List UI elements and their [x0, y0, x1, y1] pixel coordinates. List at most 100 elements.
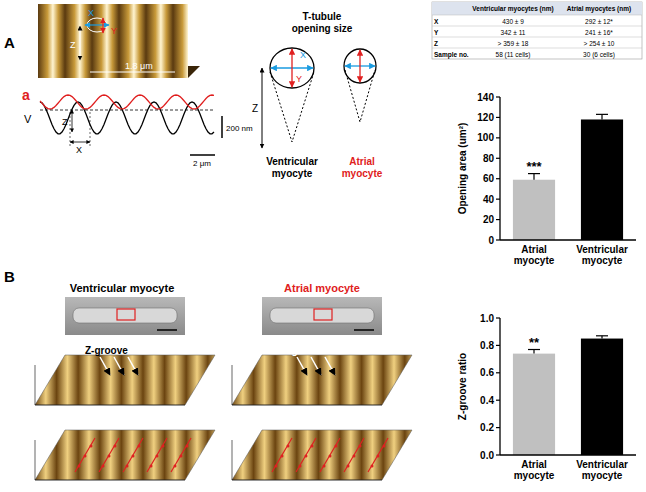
table-header: Atrial myocytes (nm) — [567, 5, 631, 13]
scale-bar-v — [221, 116, 223, 138]
error-stem — [601, 114, 602, 119]
tick-label: 0.0 — [480, 450, 494, 461]
scan-region — [314, 309, 332, 320]
groove-arrow — [311, 357, 321, 375]
x-axis — [500, 454, 636, 455]
label-line: myocyte — [582, 255, 623, 266]
groove-dot — [305, 455, 308, 458]
groove-dot — [132, 455, 135, 458]
groove-dot — [102, 465, 105, 468]
groove-arrow — [114, 357, 124, 375]
tick — [496, 345, 500, 346]
label-line: Ventricular — [266, 156, 318, 167]
afm-axis — [232, 480, 382, 481]
table-rule — [432, 48, 642, 49]
axis-title: Opening area (um²) — [457, 123, 468, 215]
label: Z-groove — [282, 345, 325, 356]
groove-line — [123, 438, 143, 472]
table-cell: > 254 ± 10 — [584, 40, 615, 47]
axis-title: Z-groove ratio — [457, 353, 468, 420]
diagram-title: T-tubuleopening size — [292, 11, 353, 34]
tick-label: 20 — [483, 214, 495, 225]
y-arrow — [291, 49, 292, 87]
label-line: myocyte — [514, 470, 555, 481]
groove-dot — [347, 465, 350, 468]
category-label: Ventricularmyocyte — [576, 244, 628, 266]
label: Ventricularmyocyte — [266, 156, 318, 179]
label-line: Ventricular — [576, 244, 628, 255]
groove-line — [272, 438, 292, 472]
tick-label: 40 — [483, 194, 495, 205]
bar — [581, 339, 623, 455]
groove-dot — [377, 455, 380, 458]
error-bar — [596, 114, 608, 119]
cell-shape — [270, 308, 374, 323]
plot-area — [513, 114, 623, 240]
width-arrow — [90, 72, 175, 73]
groove-line — [296, 438, 316, 472]
table-rule — [432, 15, 642, 16]
error-cap — [596, 114, 608, 115]
tick — [496, 137, 500, 138]
afm-3d-image — [232, 355, 412, 405]
groove-arrow — [325, 357, 335, 375]
label-line: T-tubule — [303, 11, 342, 22]
error-cap — [596, 335, 608, 336]
groove-dot — [108, 455, 111, 458]
tick — [496, 96, 500, 97]
label-line: myocyte — [582, 470, 623, 481]
groove-dot — [78, 465, 81, 468]
tick-label: 100 — [477, 132, 494, 143]
groove-dot — [383, 445, 386, 448]
category-label: Ventricularmyocyte — [576, 459, 628, 481]
afm-axis — [35, 365, 36, 405]
scale-bar — [354, 329, 374, 331]
cell-image — [262, 297, 382, 335]
scan-region — [117, 309, 135, 320]
tick-label: 0.6 — [480, 367, 494, 378]
label: V — [24, 113, 32, 125]
significance: ** — [529, 335, 540, 350]
afm-image — [38, 4, 188, 78]
tick — [496, 178, 500, 179]
afm-axis — [35, 480, 185, 481]
tick — [496, 400, 500, 401]
afm-3d-image — [35, 355, 215, 405]
groove-dot — [353, 455, 356, 458]
groove-line — [320, 438, 340, 472]
cell-image — [65, 297, 185, 335]
label: Y — [296, 74, 302, 84]
label-line: Ventricular — [576, 459, 628, 470]
table-cell: 241 ± 16* — [585, 29, 613, 36]
error-stem — [533, 174, 534, 180]
afm-3d-image — [232, 430, 412, 480]
y-arrow — [102, 18, 103, 33]
label-line: Atrial — [521, 459, 547, 470]
groove-arrow — [100, 357, 110, 375]
groove-dot — [162, 445, 165, 448]
afm-axis — [232, 405, 382, 406]
groove-line — [344, 438, 364, 472]
atrial-opening — [344, 49, 376, 83]
table-header-bg — [432, 2, 642, 15]
label: 1.8 μm — [125, 61, 153, 71]
groove-dot — [186, 445, 189, 448]
groove-arrow — [128, 357, 138, 375]
label: Z — [62, 117, 68, 127]
scale-bar — [157, 329, 177, 331]
label: Z — [252, 103, 258, 114]
tick — [496, 239, 500, 240]
plot-area — [513, 336, 623, 455]
label: Ventricular myocyte — [70, 282, 175, 294]
table-cell: Sample no. — [434, 51, 469, 59]
afm-axis — [35, 405, 185, 406]
table-cell: 342 ± 11 — [501, 29, 526, 36]
tick — [496, 427, 500, 428]
tick-label: 120 — [477, 112, 494, 123]
label: a — [22, 87, 30, 103]
tick-label: 60 — [483, 173, 495, 184]
table-cell: Y — [434, 29, 439, 36]
table-cell: 58 (11 cells) — [496, 51, 531, 59]
tick-label: 0 — [488, 235, 494, 246]
table-cell: 30 (6 cells) — [583, 51, 615, 59]
